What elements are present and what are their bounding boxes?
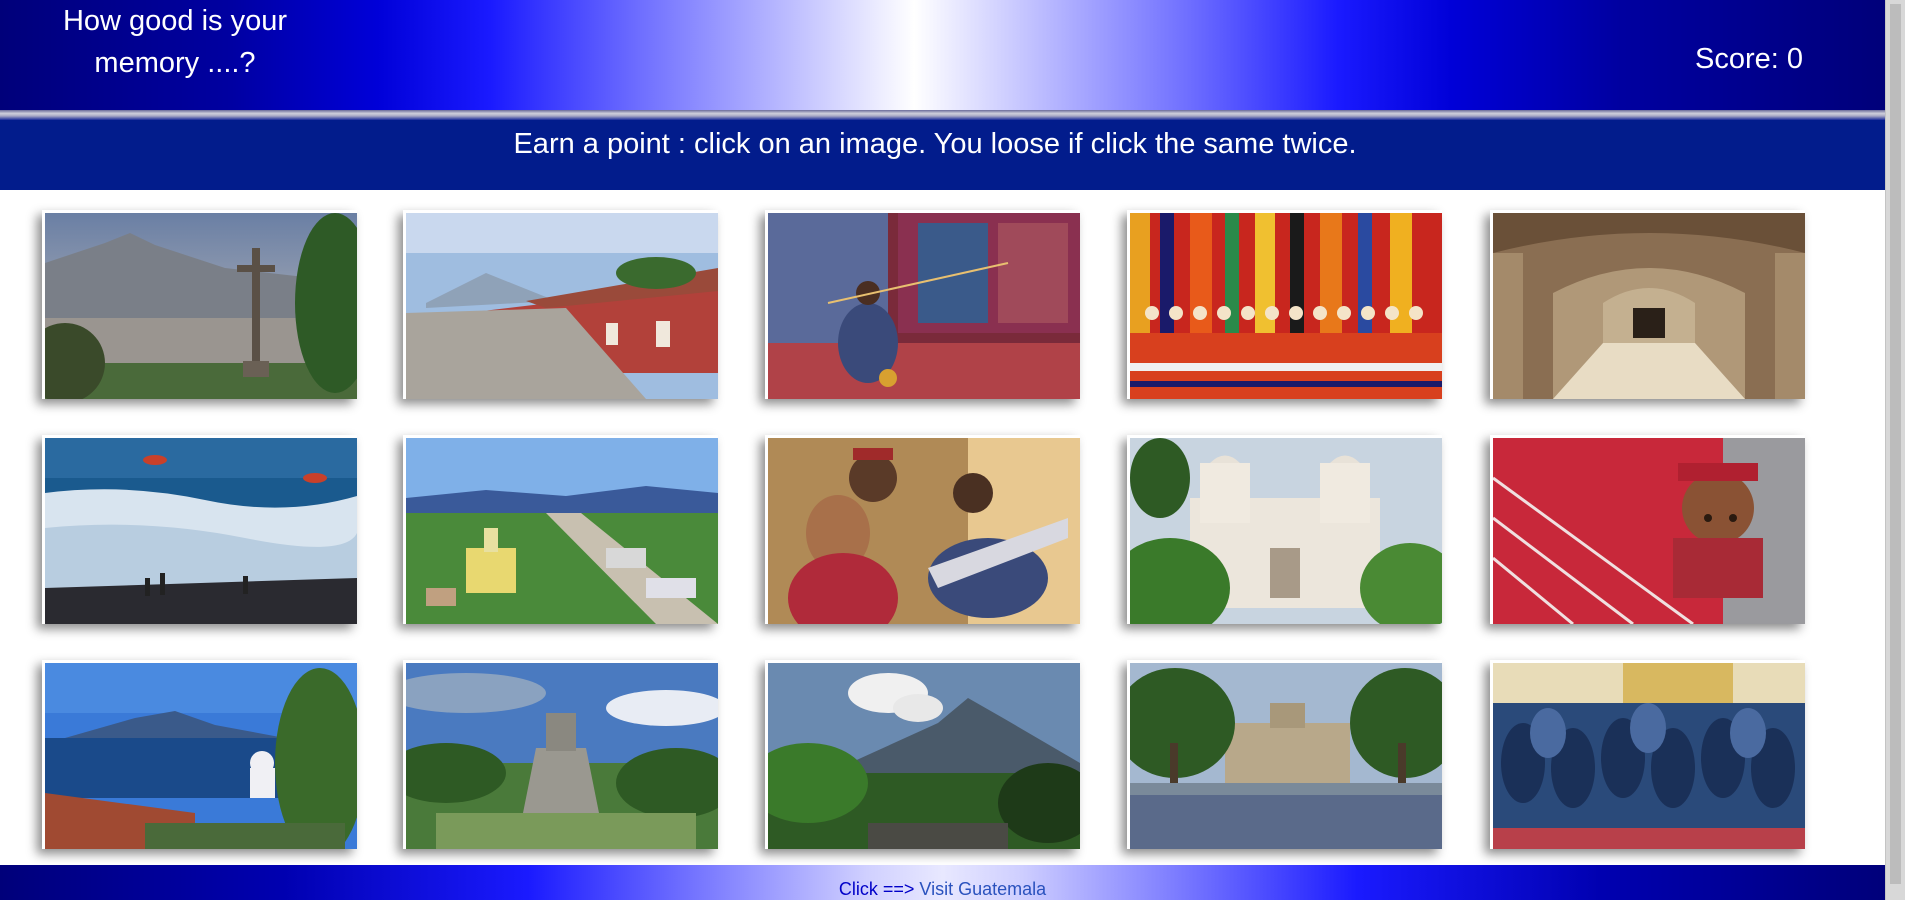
vertical-scrollbar[interactable]	[1885, 0, 1905, 900]
header-banner: How good is your memory ....? Score: 0	[0, 0, 1885, 110]
town-aerial-view-image[interactable]	[403, 435, 718, 624]
weaver-at-loom-image[interactable]	[765, 210, 1080, 399]
footer-prefix: Click ==>	[838, 879, 915, 899]
palace-plaza-image[interactable]	[1127, 660, 1442, 849]
image-gallery	[0, 190, 1885, 865]
score-display: Score: 0	[1695, 43, 1803, 75]
child-in-red-wrap-image[interactable]	[1490, 435, 1805, 624]
lake-volcano-view-image[interactable]	[42, 660, 357, 849]
header-divider	[0, 110, 1885, 120]
mother-and-daughter-image[interactable]	[765, 435, 1080, 624]
smoking-volcano-image[interactable]	[765, 660, 1080, 849]
mayan-pyramid-image[interactable]	[403, 660, 718, 849]
instructions-bar: Earn a point : click on an image. You lo…	[0, 120, 1885, 190]
beach-kites-image[interactable]	[42, 435, 357, 624]
scrollbar-thumb[interactable]	[1890, 4, 1901, 884]
footer-bar: Click ==> Visit Guatemala	[0, 865, 1885, 900]
colonial-street-volcano-image[interactable]	[403, 210, 718, 399]
volcano-cross-viewpoint-image[interactable]	[42, 210, 357, 399]
visit-guatemala-link[interactable]: Visit Guatemala	[919, 879, 1047, 899]
white-church-facade-image[interactable]	[1127, 435, 1442, 624]
instructions-text: Earn a point : click on an image. You lo…	[513, 128, 1357, 160]
arched-corridor-image[interactable]	[1490, 210, 1805, 399]
footer-text: Click ==> Visit Guatemala	[0, 878, 1885, 900]
church-congregation-image[interactable]	[1490, 660, 1805, 849]
page-title: How good is your memory ....?	[62, 5, 288, 79]
textiles-and-dolls-image[interactable]	[1127, 210, 1442, 399]
